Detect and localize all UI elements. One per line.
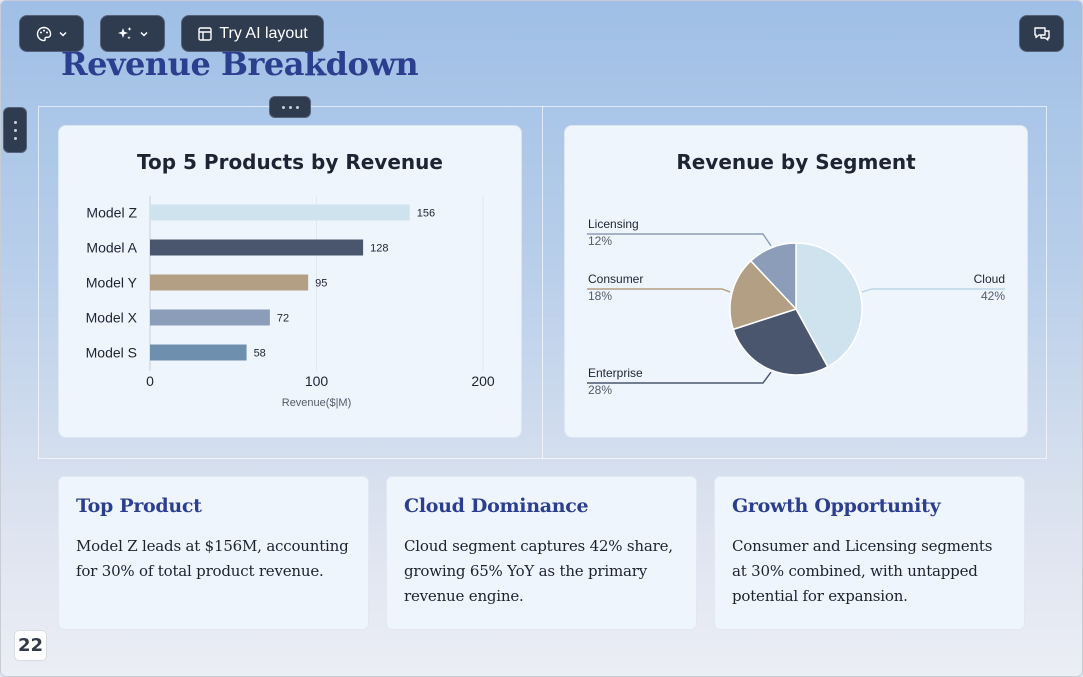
bar-chart-title: Top 5 Products by Revenue [137,150,443,174]
leader-line [861,288,1005,293]
leader-line [587,371,772,384]
pie-slice [729,259,798,331]
slide-title: Revenue Breakdown [61,45,419,83]
bar-chart-card: Top 5 Products by Revenue 0 100 200 Model Z… [58,125,522,438]
chevron-down-icon [139,31,148,37]
block-drag-handle[interactable] [3,107,27,153]
pie-chart: Cloud 42% Enterprise 28% Consumer 18% Licensin… [587,217,1005,397]
slice-percent-label: 12% [588,234,612,248]
layout-icon [198,26,213,41]
insight-card: Growth Opportunity Consumer and Licensin… [714,476,1025,630]
y-category-label: Model A [86,240,137,256]
pie-chart-card: Revenue by Segment Cloud 42% Enterprise 28%… [564,125,1028,438]
palette-icon [36,26,51,41]
insight-text: Consumer and Licensing segments at 30% c… [732,537,993,605]
try-ai-layout-label: Try AI layout [219,24,308,42]
slice-label: Licensing [588,217,639,231]
insight-title: Cloud Dominance [404,495,589,517]
pie-slice [749,242,797,311]
slice-label: Enterprise [588,366,643,380]
slice-percent-label: 18% [588,289,612,303]
sparkle-icon [117,26,131,39]
bar-chart: 0 100 200 Model Z 156 Model A 128 Model Y 95 Mode… [86,196,495,409]
x-tick-label: 100 [305,373,329,389]
bar [150,309,270,326]
slice-percent-label: 42% [981,289,1005,303]
y-category-label: Model Z [86,205,137,221]
comments-icon [1033,26,1050,41]
bar [150,204,410,221]
slice-label: Consumer [588,272,643,286]
insight-text: Model Z leads at $156M, accounting for 3… [76,537,349,580]
x-axis-label: Revenue($|M) [282,397,352,409]
y-category-label: Model Y [86,275,138,291]
slice-percent-label: 28% [588,383,612,397]
ai-button[interactable] [100,15,165,52]
row-drag-handle[interactable] [269,96,311,118]
chart-row-divider [542,106,543,459]
pie-slice [795,242,863,368]
pie-chart-title: Revenue by Segment [676,150,916,174]
try-ai-layout-button[interactable]: Try AI layout [181,15,324,52]
page-number[interactable]: 22 [14,630,47,661]
theme-button[interactable] [19,15,84,52]
bar-value-label: 95 [315,278,327,290]
bar-value-label: 156 [417,208,435,220]
insight-title: Growth Opportunity [732,495,941,517]
x-tick-label: 0 [146,373,154,389]
bar [150,239,364,256]
leader-line [587,288,731,293]
bar-value-label: 128 [370,243,388,255]
insight-card: Top Product Model Z leads at $156M, acco… [58,476,369,630]
insight-title: Top Product [76,495,202,517]
leader-line [587,233,772,247]
slice-label: Cloud [974,272,1005,286]
pie-slice [732,308,829,376]
y-category-label: Model S [86,345,137,361]
bar [150,344,247,361]
x-tick-label: 200 [471,373,495,389]
comments-button[interactable] [1019,15,1064,52]
bar-value-label: 72 [277,313,289,325]
chevron-down-icon [58,31,67,37]
insight-text: Cloud segment captures 42% share, growin… [404,537,673,605]
bar [150,274,309,291]
y-category-label: Model X [86,310,138,326]
bar-value-label: 58 [254,348,266,360]
insight-card: Cloud Dominance Cloud segment captures 4… [386,476,697,630]
